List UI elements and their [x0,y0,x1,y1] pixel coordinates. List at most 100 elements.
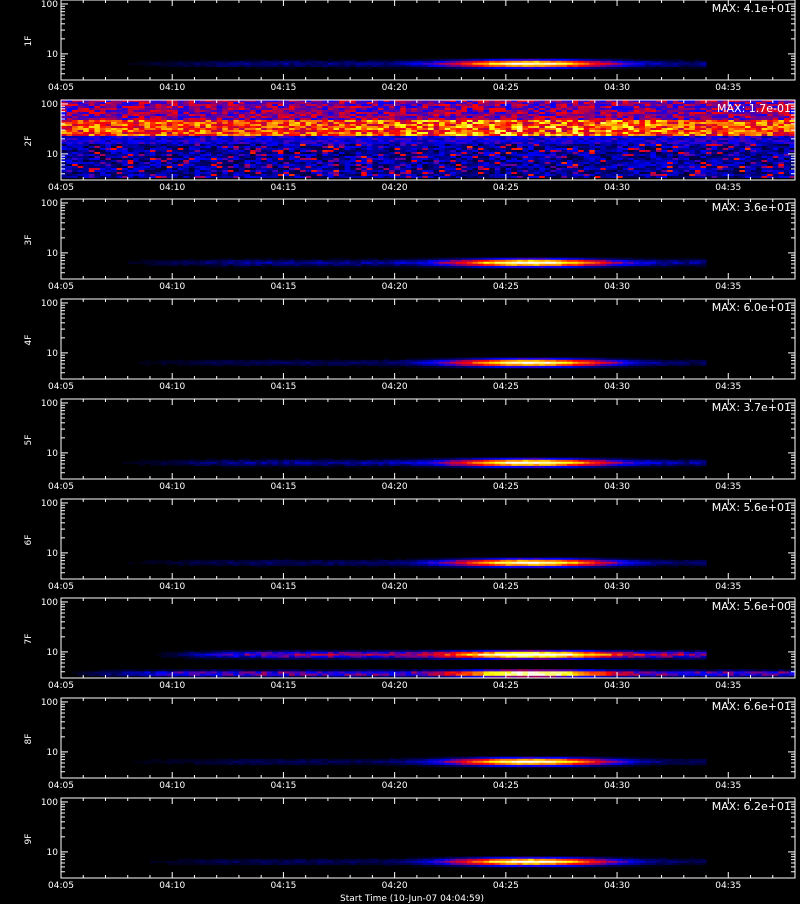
heat-cell [578,130,584,132]
heat-cell [356,156,362,158]
heat-cell [200,172,206,174]
heat-cell [500,110,506,112]
heat-cell [289,148,295,150]
heat-cell [328,124,334,126]
heat-cell [634,148,640,150]
heat-cell [406,142,412,144]
heat-cell [150,106,156,108]
heat-cell [111,108,117,110]
heat-cell [645,118,651,120]
heat-cell [406,118,412,120]
heat-cell [245,148,251,150]
heat-cell [634,146,640,148]
heat-cell [567,67,573,69]
heat-cell [72,110,78,112]
heat-cell [172,170,178,172]
heat-cell [300,140,306,142]
heat-cell [656,174,662,176]
heat-cell [322,108,328,110]
heat-cell [267,166,273,168]
heat-cell [345,170,351,172]
heat-cell [133,174,139,176]
heat-cell [595,65,601,67]
heat-cell [245,128,251,130]
heat-cell [306,176,312,178]
heat-cell [395,112,401,114]
heat-cell [61,174,67,176]
heat-cell [245,174,251,176]
heat-cell [183,128,189,130]
heat-cell [122,112,128,114]
heat-cell [111,110,117,112]
heat-cell [356,140,362,142]
heat-cell [183,176,189,178]
heat-cell [289,136,295,138]
heat-cell [634,166,640,168]
heat-cell [528,67,534,69]
heat-cell [83,140,89,142]
heat-cell [434,116,440,118]
heat-cell [411,138,417,140]
heat-cell [239,120,245,122]
heat-cell [167,130,173,132]
heat-cell [289,65,295,67]
heat-cell [573,120,579,122]
heat-cell [195,65,201,67]
heat-cell [617,120,623,122]
heat-cell [83,136,89,138]
heat-cell [189,126,195,128]
heat-cell [261,124,267,126]
heat-cell [600,128,606,130]
heat-cell [161,65,167,67]
heat-cell [545,65,551,67]
heat-cell [261,61,267,63]
heat-cell [100,160,106,162]
heat-cell [628,172,634,174]
heat-cell [573,134,579,136]
heat-cell [678,106,684,108]
heat-cell [117,160,123,162]
heat-cell [439,134,445,136]
heat-cell [667,114,673,116]
heat-cell [511,152,517,154]
heat-cell [161,176,167,178]
heat-cell [144,120,150,122]
heat-cell [406,116,412,118]
heat-cell [156,166,162,168]
heat-cell [467,172,473,174]
heat-cell [678,110,684,112]
heat-cell [283,136,289,138]
heat-cell [628,106,634,108]
heat-cell [434,132,440,134]
heat-cell [172,168,178,170]
heat-cell [128,168,134,170]
heat-cell [589,114,595,116]
heat-cell [178,168,184,170]
heat-cell [584,132,590,134]
heat-cell [345,158,351,160]
heat-cell [178,158,184,160]
heat-cell [195,132,201,134]
heat-cell [667,134,673,136]
heat-cell [256,168,262,170]
heat-cell [78,152,84,154]
heat-cell [389,152,395,154]
heat-cell [272,176,278,178]
heat-cell [350,164,356,166]
heat-cell [612,126,618,128]
heat-cell [389,112,395,114]
heat-cell [650,120,656,122]
heat-cell [539,148,545,150]
heat-cell [178,116,184,118]
heat-cell [534,158,540,160]
heat-cell [100,142,106,144]
heat-cell [361,162,367,164]
heat-cell [639,61,645,63]
heat-cell [450,154,456,156]
heat-cell [261,144,267,146]
heat-cell [645,158,651,160]
heat-cell [233,106,239,108]
heat-cell [484,146,490,148]
heat-cell [595,102,601,104]
heat-cell [239,61,245,63]
